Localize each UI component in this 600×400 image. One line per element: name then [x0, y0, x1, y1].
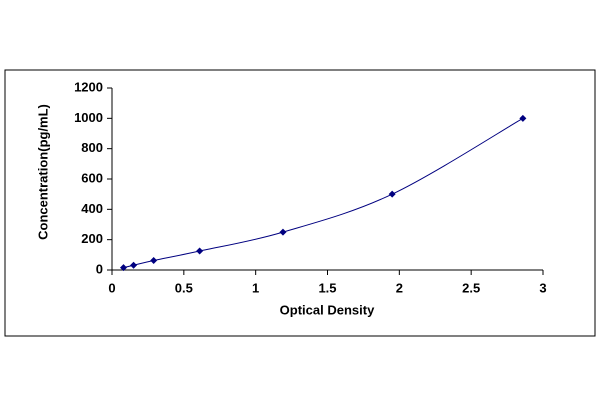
x-tick-label: 2: [396, 280, 403, 295]
data-point: [196, 247, 204, 255]
y-tick-label: 400: [81, 201, 103, 216]
x-tick-label: 1: [252, 280, 259, 295]
data-point: [279, 228, 287, 236]
x-tick-label: 0: [108, 280, 115, 295]
x-tick-label: 0.5: [175, 280, 193, 295]
x-axis-label: Optical Density: [280, 302, 375, 317]
data-point: [519, 114, 527, 122]
y-tick-label: 600: [81, 170, 103, 185]
data-point: [119, 264, 127, 272]
data-point: [388, 190, 396, 198]
data-point: [150, 257, 158, 265]
y-tick-label: 800: [81, 140, 103, 155]
y-tick-label: 1000: [74, 110, 103, 125]
y-tick-label: 200: [81, 231, 103, 246]
chart-frame: [4, 69, 596, 337]
y-tick-label: 0: [96, 261, 103, 276]
y-axis-label: Concentration(pg/mL): [35, 104, 50, 240]
x-tick-label: 3: [539, 280, 546, 295]
data-point: [130, 261, 138, 269]
x-tick-label: 2.5: [462, 280, 480, 295]
x-tick-label: 1.5: [318, 280, 336, 295]
y-tick-label: 1200: [74, 79, 103, 94]
